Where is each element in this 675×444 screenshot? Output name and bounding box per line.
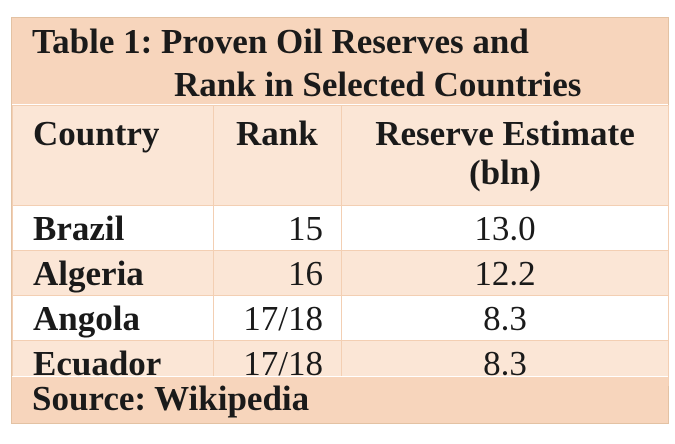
oil-reserves-table: Country Rank Reserve Estimate (bln) Braz… bbox=[12, 105, 669, 386]
cell-rank: 16 bbox=[213, 250, 342, 296]
title-line-2: Rank in Selected Countries bbox=[174, 65, 582, 104]
table-row: Algeria 16 12.2 bbox=[12, 250, 669, 296]
table-source: Source: Wikipedia bbox=[12, 376, 668, 423]
header-reserve: Reserve Estimate (bln) bbox=[341, 105, 669, 206]
cell-reserve: 13.0 bbox=[341, 205, 669, 251]
table-row: Angola 17/18 8.3 bbox=[12, 295, 669, 341]
cell-country: Brazil bbox=[12, 205, 214, 251]
header-reserve-line-1: Reserve Estimate bbox=[375, 114, 635, 153]
cell-country: Algeria bbox=[12, 250, 214, 296]
cell-reserve: 8.3 bbox=[341, 295, 669, 341]
source-text: Source: Wikipedia bbox=[32, 379, 310, 418]
cell-rank: 17/18 bbox=[213, 295, 342, 341]
cell-reserve: 12.2 bbox=[341, 250, 669, 296]
cell-rank: 15 bbox=[213, 205, 342, 251]
table-frame: Table 1: Proven Oil Reserves and Rank in… bbox=[11, 17, 669, 424]
title-line-1: Table 1: Proven Oil Reserves and bbox=[32, 22, 529, 61]
cell-country: Angola bbox=[12, 295, 214, 341]
table-title: Table 1: Proven Oil Reserves and Rank in… bbox=[12, 18, 668, 105]
header-reserve-line-2: (bln) bbox=[469, 153, 541, 192]
header-rank: Rank bbox=[213, 105, 342, 206]
table-row: Brazil 15 13.0 bbox=[12, 205, 669, 251]
header-country: Country bbox=[12, 105, 214, 206]
header-row: Country Rank Reserve Estimate (bln) bbox=[12, 105, 669, 206]
